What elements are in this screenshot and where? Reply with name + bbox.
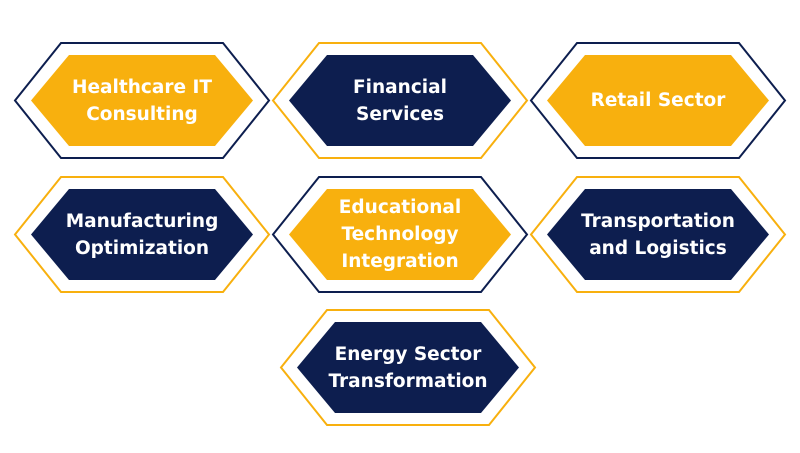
tile-label: Educational Technology Integration xyxy=(338,197,462,272)
tile-healthcare-it-consulting: Healthcare IT Consulting xyxy=(13,42,271,159)
hexagon-fill xyxy=(297,322,519,413)
tile-manufacturing-optimization: Manufacturing Optimization xyxy=(13,176,271,293)
hexagon-shape xyxy=(13,42,271,159)
hexagon-shape xyxy=(279,309,537,426)
tile-label: Energy Sector Transformation xyxy=(328,343,488,392)
hexagon-shape xyxy=(271,42,529,159)
hexagon-fill xyxy=(289,55,511,146)
tile-financial-services: Financial Services xyxy=(271,42,529,159)
hexagon-shape xyxy=(271,176,529,293)
hexagon-fill xyxy=(289,189,511,280)
hexagon-fill xyxy=(31,189,253,280)
hexagon-fill xyxy=(31,55,253,146)
tile-label: Retail Sector xyxy=(590,90,726,111)
hexagon-fill xyxy=(547,189,769,280)
tile-label: Healthcare IT Consulting xyxy=(72,76,212,125)
hexagon-shape xyxy=(529,176,787,293)
tile-retail-sector: Retail Sector xyxy=(529,42,787,159)
hexagon-shape xyxy=(13,176,271,293)
tile-transportation-and-logistics: Transportation and Logistics xyxy=(529,176,787,293)
tile-label: Transportation and Logistics xyxy=(581,210,735,259)
tile-label: Financial Services xyxy=(353,76,447,125)
tile-label: Manufacturing Optimization xyxy=(65,210,219,259)
tile-educational-technology-integration: Educational Technology Integration xyxy=(271,176,529,293)
tile-energy-sector-transformation: Energy Sector Transformation xyxy=(279,309,537,426)
hexagon-shape xyxy=(529,42,787,159)
hexagon-fill xyxy=(547,55,769,146)
